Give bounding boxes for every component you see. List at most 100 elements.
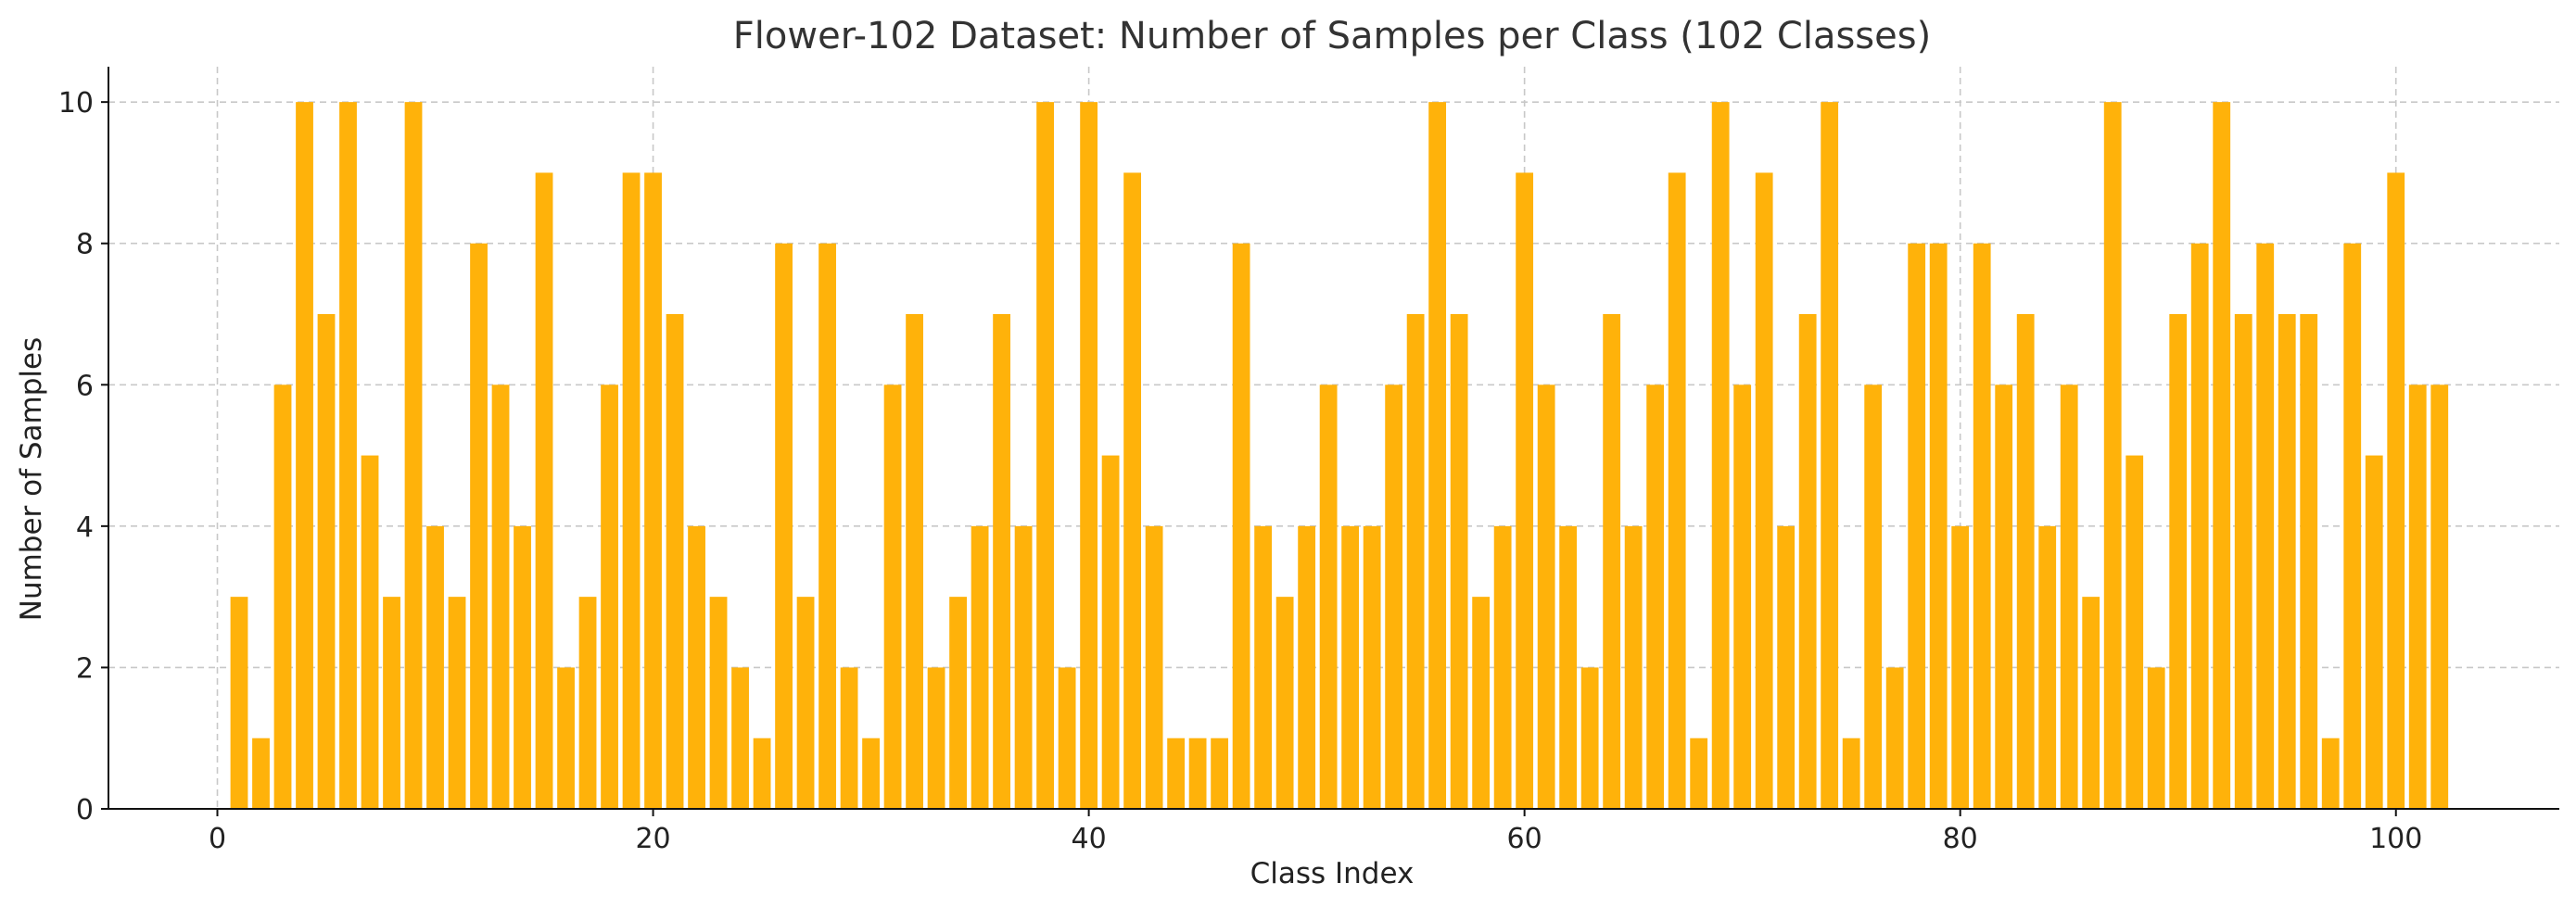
bar-class-35 xyxy=(971,525,989,809)
bar-class-51 xyxy=(1319,385,1338,809)
bar-class-57 xyxy=(1450,314,1468,809)
bar-class-69 xyxy=(1711,102,1730,809)
bar-class-2 xyxy=(252,738,270,809)
bar-class-21 xyxy=(666,314,684,809)
bar-class-6 xyxy=(339,102,357,809)
y-tick-label: 4 xyxy=(76,511,94,544)
bar-class-67 xyxy=(1668,172,1686,809)
bar-class-28 xyxy=(818,243,836,810)
bars xyxy=(230,102,2449,810)
bar-class-47 xyxy=(1232,243,1250,810)
bar-class-3 xyxy=(273,385,292,809)
bar-class-62 xyxy=(1559,525,1578,809)
bar-class-100 xyxy=(2387,172,2405,809)
bar-class-11 xyxy=(448,597,466,809)
bar-class-48 xyxy=(1254,525,1273,809)
bar-class-46 xyxy=(1211,738,1229,809)
bar-class-65 xyxy=(1624,525,1643,809)
y-axis-label: Number of Samples xyxy=(15,337,48,622)
x-tick-label: 40 xyxy=(1072,823,1107,855)
bar-class-39 xyxy=(1058,667,1076,809)
bar-class-8 xyxy=(383,597,400,809)
bar-class-36 xyxy=(993,314,1010,809)
bar-class-45 xyxy=(1188,738,1207,809)
bar-class-61 xyxy=(1537,385,1555,809)
bar-class-66 xyxy=(1646,385,1665,809)
bar-class-44 xyxy=(1167,738,1186,809)
axes xyxy=(108,67,2559,810)
y-tick-label: 8 xyxy=(76,229,94,261)
bar-class-81 xyxy=(1973,243,1991,810)
bar-class-20 xyxy=(644,172,662,809)
bar-class-33 xyxy=(927,667,945,809)
bar-class-85 xyxy=(2060,385,2078,809)
bar-class-97 xyxy=(2321,738,2340,809)
x-tick-label: 20 xyxy=(635,823,670,855)
bar-class-58 xyxy=(1472,597,1491,809)
bar-class-59 xyxy=(1493,525,1512,809)
bar-class-25 xyxy=(753,738,771,809)
bar-class-91 xyxy=(2190,243,2209,810)
bar-class-84 xyxy=(2038,525,2057,809)
bar-class-56 xyxy=(1428,102,1447,809)
bar-class-87 xyxy=(2103,102,2122,809)
bar-class-17 xyxy=(578,597,597,809)
bar-class-23 xyxy=(709,597,728,809)
bar-class-22 xyxy=(688,525,705,809)
bar-class-13 xyxy=(491,385,510,809)
bar-class-80 xyxy=(1951,525,1970,809)
bar-class-1 xyxy=(230,597,248,809)
bar-class-50 xyxy=(1298,525,1316,809)
bar-class-15 xyxy=(535,172,553,809)
bar-class-73 xyxy=(1798,314,1817,809)
x-tick-label: 80 xyxy=(1943,823,1978,855)
y-tick-label: 2 xyxy=(76,652,94,685)
bar-class-64 xyxy=(1603,314,1621,809)
bar-class-9 xyxy=(404,102,423,809)
bar-class-30 xyxy=(862,738,880,809)
y-tick-label: 6 xyxy=(76,370,94,402)
bar-class-93 xyxy=(2234,314,2252,809)
bar-class-12 xyxy=(470,243,488,810)
bar-class-43 xyxy=(1145,525,1163,809)
bar-class-16 xyxy=(557,667,575,809)
bar-class-18 xyxy=(601,385,618,809)
bar-class-70 xyxy=(1733,385,1752,809)
x-axis-label: Class Index xyxy=(1250,857,1415,890)
bar-class-75 xyxy=(1842,738,1860,809)
bar-class-79 xyxy=(1929,243,1948,810)
bar-class-55 xyxy=(1406,314,1425,809)
bar-class-10 xyxy=(426,525,444,809)
bar-class-94 xyxy=(2256,243,2275,810)
bar-class-76 xyxy=(1864,385,1883,809)
bar-class-63 xyxy=(1580,667,1599,809)
bar-class-7 xyxy=(361,455,379,809)
bar-class-86 xyxy=(2082,597,2100,809)
bar-class-37 xyxy=(1014,525,1033,809)
tick-labels: 0 20 40 60 80 100 0 2 4 6 8 10 xyxy=(58,87,2423,855)
bar-class-53 xyxy=(1363,525,1381,809)
bar-class-40 xyxy=(1080,102,1098,809)
y-tick-label: 0 xyxy=(76,794,94,826)
bar-class-38 xyxy=(1036,102,1054,809)
bar-class-5 xyxy=(317,314,336,809)
bar-class-4 xyxy=(296,102,313,809)
chart-title: Flower-102 Dataset: Number of Samples pe… xyxy=(733,15,1931,57)
bar-class-92 xyxy=(2213,102,2231,809)
bar-class-41 xyxy=(1101,455,1120,809)
bar-class-42 xyxy=(1123,172,1141,809)
bar-class-60 xyxy=(1516,172,1534,809)
bar-class-83 xyxy=(2016,314,2035,809)
bar-class-68 xyxy=(1690,738,1708,809)
bar-class-32 xyxy=(906,314,923,809)
x-tick-label: 60 xyxy=(1507,823,1542,855)
bar-class-102 xyxy=(2430,385,2449,809)
bar-class-82 xyxy=(1995,385,2013,809)
bar-class-95 xyxy=(2278,314,2296,809)
bar-class-74 xyxy=(1821,102,1839,809)
bar-class-88 xyxy=(2126,455,2144,809)
bar-class-52 xyxy=(1341,525,1360,809)
bar-class-96 xyxy=(2300,314,2318,809)
bar-class-49 xyxy=(1275,597,1294,809)
